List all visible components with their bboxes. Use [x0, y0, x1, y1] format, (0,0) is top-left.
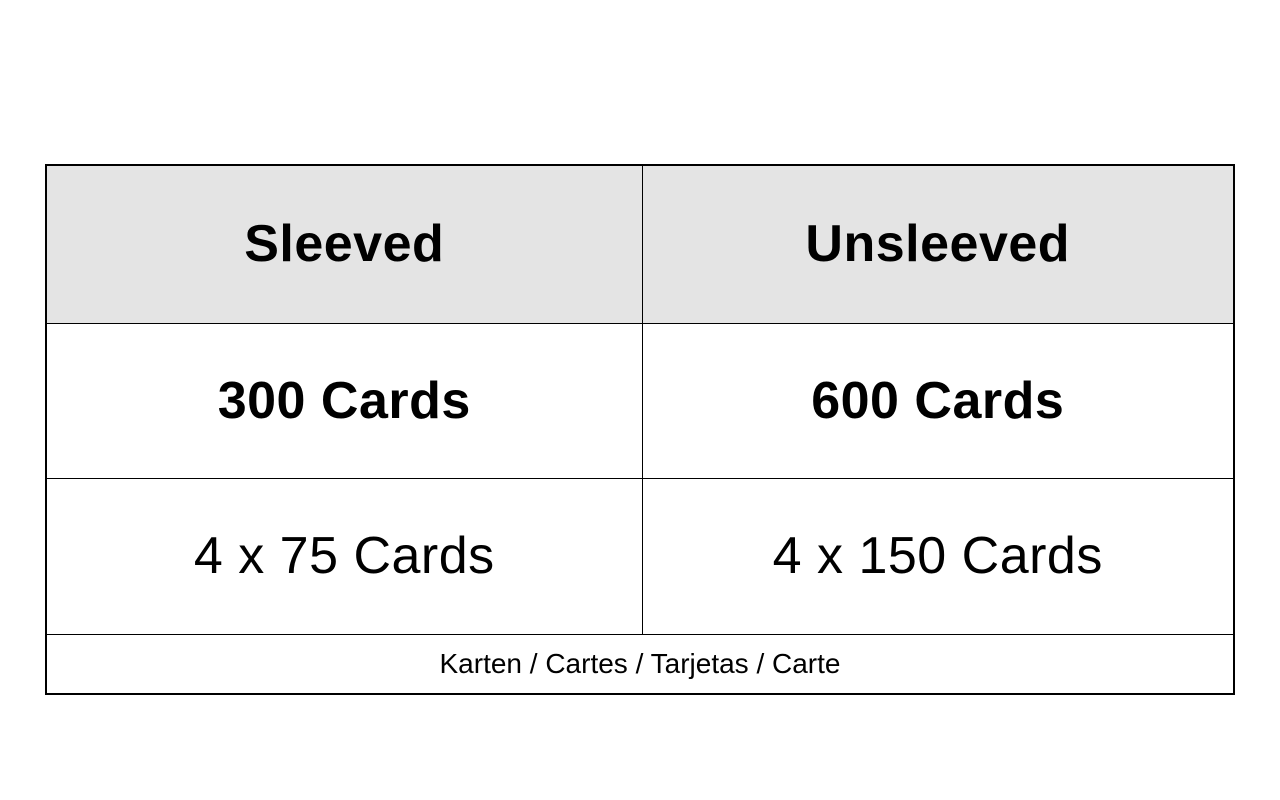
cell-unsleeved-pack-breakdown: 4 x 150 Cards — [641, 477, 1235, 635]
cell-sleeved-total-cards: 300 Cards — [45, 322, 643, 479]
card-capacity-table: Sleeved Unsleeved 300 Cards 600 Cards 4 … — [45, 164, 1235, 695]
table-row-pack-breakdown: 4 x 75 Cards 4 x 150 Cards — [45, 477, 1235, 635]
cell-unsleeved-total-cards: 600 Cards — [641, 322, 1235, 479]
table-row-total-cards: 300 Cards 600 Cards — [45, 322, 1235, 479]
cell-sleeved-pack-breakdown: 4 x 75 Cards — [45, 477, 643, 635]
footer-cell-translations: Karten / Cartes / Tarjetas / Carte — [45, 633, 1235, 695]
header-cell-sleeved: Sleeved — [45, 164, 643, 324]
table-footer-row: Karten / Cartes / Tarjetas / Carte — [45, 633, 1235, 695]
header-cell-unsleeved: Unsleeved — [641, 164, 1235, 324]
table-header-row: Sleeved Unsleeved — [45, 164, 1235, 324]
